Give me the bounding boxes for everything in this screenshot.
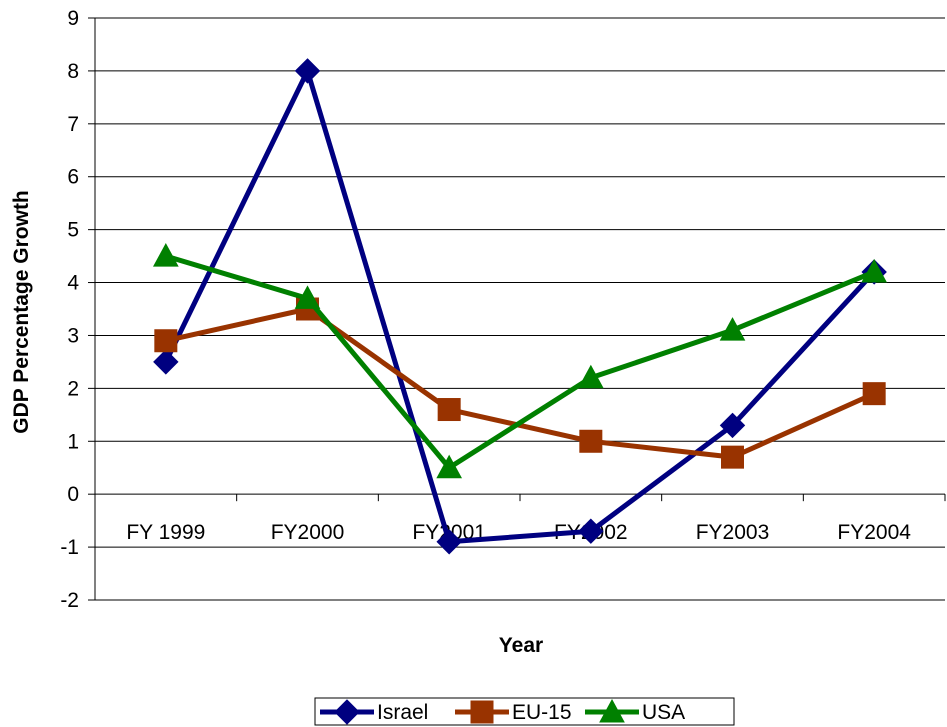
legend-label-usa: USA (642, 701, 685, 724)
legend: Israel EU-15 USA (314, 697, 735, 726)
y-tick-label: 6 (67, 166, 79, 189)
legend-marker-eu-15 (470, 700, 494, 724)
y-tick-label: 8 (67, 60, 79, 83)
gridlines (95, 17, 945, 601)
legend-items: Israel EU-15 USA (320, 698, 685, 725)
series-usa (152, 243, 888, 479)
x-axis-title: Year (499, 634, 543, 657)
point-israel (719, 412, 746, 439)
y-tick-label: 2 (67, 377, 79, 400)
point-usa (436, 454, 463, 479)
series-eu-15 (154, 297, 886, 469)
point-eu-15 (721, 445, 744, 469)
point-usa (719, 317, 746, 341)
y-tick-label: 3 (67, 324, 79, 347)
y-tick-label: -2 (60, 589, 79, 612)
point-usa (294, 285, 321, 309)
point-usa (861, 258, 888, 283)
x-tick-label: FY2004 (837, 521, 911, 544)
point-israel (436, 529, 462, 555)
y-tick-label: 9 (67, 7, 79, 30)
legend-label-israel: Israel (377, 701, 428, 724)
y-tick-label: 7 (67, 113, 79, 136)
x-tick-label: FY 1999 (126, 521, 205, 544)
point-israel (153, 349, 179, 375)
x-tick-label: FY2003 (696, 521, 770, 544)
y-tick-label: -1 (60, 536, 79, 559)
y-tick-label: 1 (67, 430, 79, 453)
series-israel (153, 58, 887, 555)
y-axis-title: GDP Percentage Growth (10, 190, 33, 434)
y-tick-label: 4 (67, 272, 79, 295)
series-group (152, 58, 888, 555)
point-usa (152, 243, 179, 267)
point-eu-15 (437, 398, 461, 422)
point-eu-15 (154, 329, 178, 353)
legend-marker-israel (334, 699, 360, 725)
legend-item-israel: Israel (320, 699, 428, 725)
legend-box (314, 697, 735, 726)
series-line-eu-15 (165, 306, 876, 460)
point-israel (294, 58, 321, 84)
y-tick-label: 0 (67, 483, 79, 506)
point-eu-15 (579, 429, 603, 453)
y-tick-label: 5 (67, 219, 79, 242)
series-line-usa (165, 253, 876, 471)
point-eu-15 (862, 382, 886, 406)
x-tick-label: FY2000 (271, 521, 345, 544)
legend-marker-usa (599, 698, 625, 723)
legend-item-eu-15: EU-15 (455, 700, 572, 724)
x-tick-labels: FY 1999FY2000FY2001FY2002FY2003FY2004 (126, 521, 911, 544)
axes (88, 17, 946, 601)
series-line-israel (163, 68, 877, 545)
point-usa (577, 364, 604, 389)
y-tick-labels: -2 -1 0 1 2 3 4 5 6 7 8 9 (60, 7, 79, 612)
point-israel (578, 518, 604, 544)
legend-item-usa: USA (585, 698, 685, 724)
legend-label-eu-15: EU-15 (512, 701, 572, 724)
